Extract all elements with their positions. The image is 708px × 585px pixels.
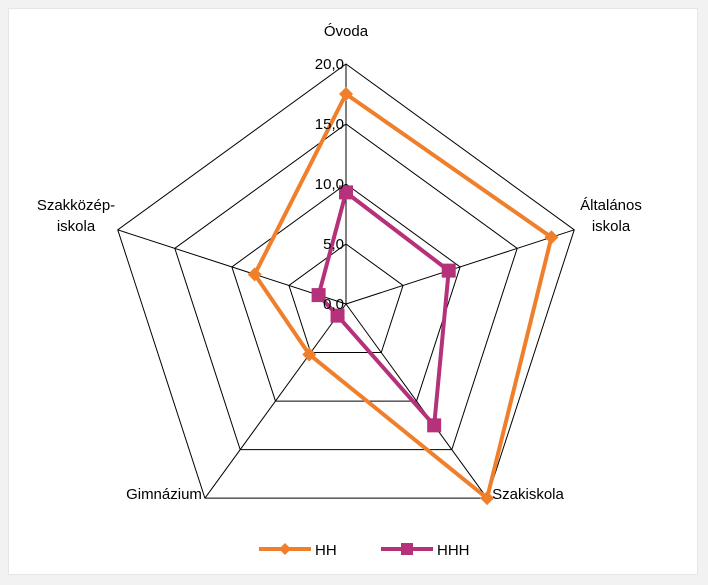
tick-label-0: 0,0 [323, 296, 344, 313]
category-label-line: Szakközép- [37, 197, 115, 214]
category-label-1: Általános iskola [580, 197, 642, 235]
grid-spoke-4 [117, 229, 347, 305]
data-point-hhh-3 [330, 308, 345, 323]
chart-legend: HH HHH [259, 542, 470, 559]
tick-label-3: 15,0 [315, 116, 344, 133]
category-label-4: Szakközép-iskola [37, 197, 115, 235]
tick-label-4: 20,0 [315, 56, 344, 73]
data-point-hh-3 [302, 347, 317, 362]
category-label-line: iskola [57, 218, 96, 235]
category-label-3: Gimnázium [126, 486, 202, 503]
legend-label: HH [315, 542, 337, 559]
grid-spoke-1 [345, 229, 575, 305]
category-label-line: Óvoda [324, 23, 369, 40]
data-point-hhh-2 [427, 418, 442, 433]
data-point-hh-1 [544, 230, 559, 245]
radar-series [247, 87, 559, 506]
tick-label-1: 5,0 [323, 236, 344, 253]
category-label-line: Általános [580, 197, 642, 214]
legend-marker-diamond [279, 543, 291, 555]
data-point-hhh-0 [339, 185, 353, 200]
series-hhh [311, 185, 456, 433]
grid-ring-4 [117, 63, 575, 499]
category-label-line: iskola [592, 218, 631, 235]
data-point-hh-4 [247, 267, 262, 282]
legend-item-hhh: HHH [381, 542, 470, 559]
chart-frame: 0,0 5,0 10,0 15,0 20,0 Óvoda Általános iskola Sz… [8, 8, 698, 575]
category-label-2: Szakiskola [492, 486, 564, 503]
series-line-hh [252, 92, 554, 501]
legend-marker-square [401, 543, 413, 555]
category-label-0: Óvoda [324, 23, 369, 40]
radar-grid [117, 63, 575, 499]
category-label-line: Szakiskola [492, 486, 564, 503]
data-point-hh-0 [339, 87, 353, 101]
grid-spoke-3 [204, 303, 347, 499]
legend-label: HHH [437, 542, 470, 559]
grid-ring-1 [288, 243, 404, 354]
grid-spoke-2 [345, 303, 488, 499]
category-label-line: Gimnázium [126, 486, 202, 503]
tick-label-2: 10,0 [315, 176, 344, 193]
grid-ring-2 [231, 183, 461, 402]
grid-ring-3 [174, 123, 518, 451]
series-hh [247, 87, 559, 506]
series-line-hhh [316, 190, 451, 428]
data-point-hhh-4 [311, 288, 326, 303]
data-point-hh-2 [480, 491, 495, 506]
legend-item-hh: HH [259, 542, 337, 559]
data-point-hhh-1 [441, 263, 456, 278]
